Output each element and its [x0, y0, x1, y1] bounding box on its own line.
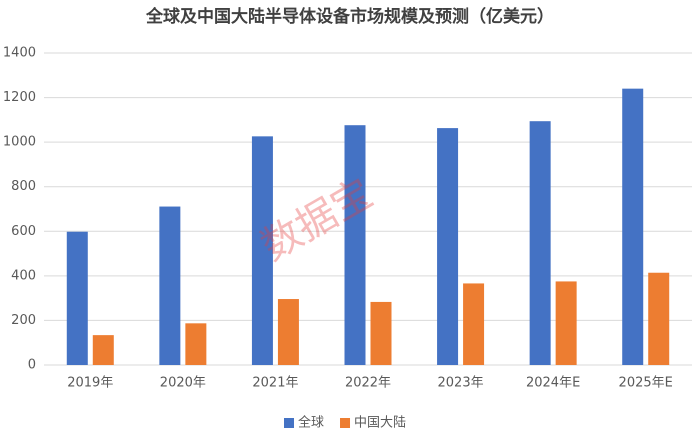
bar — [370, 301, 392, 365]
y-tick-label: 600 — [11, 224, 36, 239]
bar — [529, 121, 551, 366]
y-tick-label: 400 — [11, 268, 36, 283]
chart-title: 全球及中国大陆半导体设备市场规模及预测（亿美元） — [145, 6, 554, 27]
bar — [648, 272, 670, 365]
bar — [66, 231, 88, 365]
x-tick-label: 2020年 — [160, 376, 206, 391]
bar — [251, 136, 273, 365]
y-tick-label: 1000 — [3, 135, 36, 150]
bar — [463, 283, 485, 365]
bar — [437, 128, 459, 365]
x-tick-label: 2021年 — [252, 376, 298, 391]
bar — [92, 335, 114, 365]
legend-swatch — [340, 418, 351, 428]
legend-label: 中国大陆 — [354, 415, 406, 431]
bar — [344, 125, 366, 365]
x-tick-label: 2019年 — [67, 376, 113, 391]
y-tick-label: 800 — [11, 179, 36, 194]
y-tick-label: 1200 — [3, 90, 36, 105]
bar — [555, 281, 577, 365]
legend-swatch — [284, 418, 294, 428]
bar — [159, 206, 181, 365]
x-tick-label: 2023年 — [438, 376, 484, 391]
y-tick-label: 0 — [28, 358, 36, 373]
bar — [277, 299, 299, 365]
x-tick-label: 2024年E — [526, 376, 580, 391]
bar — [185, 323, 207, 365]
x-tick-label: 2022年 — [345, 376, 391, 391]
x-tick-label: 2025年E — [619, 376, 673, 391]
bar — [622, 88, 644, 366]
y-tick-label: 200 — [11, 313, 36, 328]
y-tick-label: 1400 — [3, 46, 36, 61]
legend-label: 全球 — [298, 415, 324, 431]
